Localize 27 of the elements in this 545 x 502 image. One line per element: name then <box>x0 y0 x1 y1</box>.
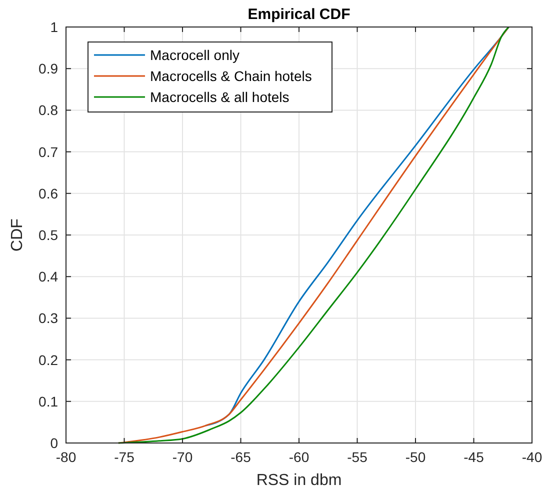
y-tick-label: 0.3 <box>38 310 58 326</box>
x-tick-label: -45 <box>464 449 484 465</box>
y-tick-label: 1 <box>50 19 58 35</box>
chart-title: Empirical CDF <box>248 6 350 23</box>
legend-label: Macrocells & all hotels <box>150 89 290 105</box>
y-axis-title: CDF <box>9 218 26 252</box>
x-tick-label: -40 <box>522 449 542 465</box>
x-tick-label: -60 <box>288 449 310 465</box>
y-tick-label: 0.9 <box>38 60 58 77</box>
x-tick-label: -75 <box>114 449 135 465</box>
y-tick-label: 0.1 <box>38 393 58 410</box>
legend-label: Macrocell only <box>150 47 240 63</box>
y-tick-label: 0.4 <box>38 268 58 285</box>
line-series <box>118 26 510 444</box>
x-tick-label: -70 <box>172 449 193 465</box>
x-tick-label: -55 <box>347 449 368 465</box>
x-tick-label: -50 <box>405 449 426 465</box>
y-tick-label: 0 <box>50 435 58 451</box>
y-tick-label: 0.7 <box>38 144 58 160</box>
x-tick-label: -80 <box>56 449 76 465</box>
y-tick-label: 0.2 <box>38 352 58 368</box>
x-tick-label: -65 <box>230 449 252 465</box>
legend-label: Macrocells & Chain hotels <box>150 68 312 84</box>
y-tick-label: 0.8 <box>38 102 58 118</box>
y-tick-label: 0.5 <box>38 227 58 243</box>
x-axis-title: RSS in dbm <box>256 472 342 489</box>
y-tick-label: 0.6 <box>38 185 58 202</box>
